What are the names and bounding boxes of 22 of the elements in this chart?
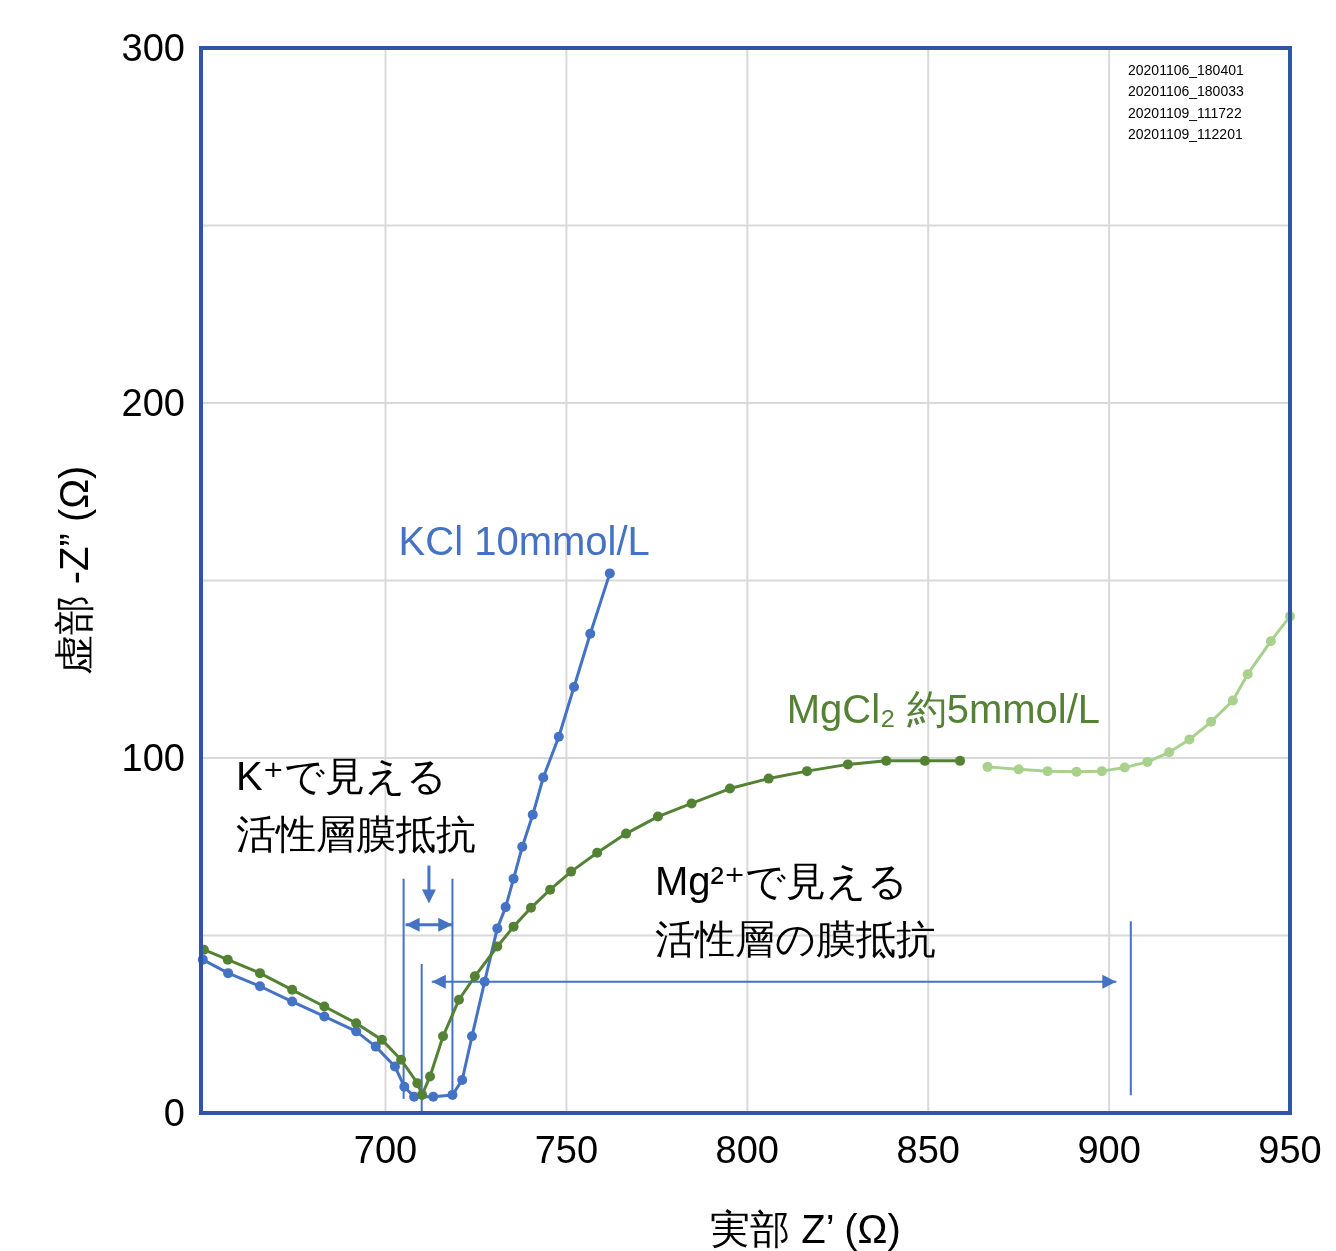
annotation: 20201109_112201 [1128, 126, 1243, 142]
annotation: 20201106_180401 [1128, 62, 1244, 78]
x-tick-label: 950 [1258, 1129, 1322, 1171]
x-tick-label: 900 [1077, 1129, 1141, 1171]
x-tick-label: 750 [534, 1129, 599, 1171]
annotation: Mg²⁺で見える [655, 859, 908, 903]
annotation: 20201109_111722 [1128, 105, 1242, 121]
x-tick-label: 700 [353, 1129, 418, 1171]
series-label: KCl 10mmol/L [398, 519, 650, 564]
y-tick-label: 300 [121, 27, 185, 69]
x-axis-title: 実部 Z’ (Ω) [710, 1207, 901, 1251]
annotation: 活性層の膜抵抗 [655, 917, 936, 961]
annotation: K⁺で見える [236, 754, 447, 798]
y-tick-label: 0 [163, 1092, 185, 1134]
series-label: MgCl₂ 約5mmol/L [786, 686, 1101, 731]
annotation: 活性層膜抵抗 [236, 812, 476, 856]
annotation: 20201106_180033 [1128, 83, 1244, 99]
y-tick-label: 200 [121, 382, 185, 424]
y-axis-title: 虚部 -Z” (Ω) [52, 465, 96, 676]
y-tick-label: 100 [121, 737, 185, 779]
x-tick-label: 850 [896, 1129, 960, 1171]
x-tick-label: 800 [715, 1129, 780, 1171]
